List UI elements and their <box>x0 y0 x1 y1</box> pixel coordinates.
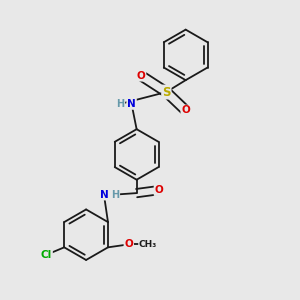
Text: CH₃: CH₃ <box>139 240 157 249</box>
Text: H: H <box>116 99 124 109</box>
Text: O: O <box>137 71 146 81</box>
Text: Cl: Cl <box>41 250 52 260</box>
Text: O: O <box>124 239 133 249</box>
Text: S: S <box>162 85 171 98</box>
Text: O: O <box>181 106 190 116</box>
Text: N: N <box>100 190 108 200</box>
Text: N: N <box>127 99 136 109</box>
Text: H: H <box>111 190 119 200</box>
Text: O: O <box>154 185 163 195</box>
